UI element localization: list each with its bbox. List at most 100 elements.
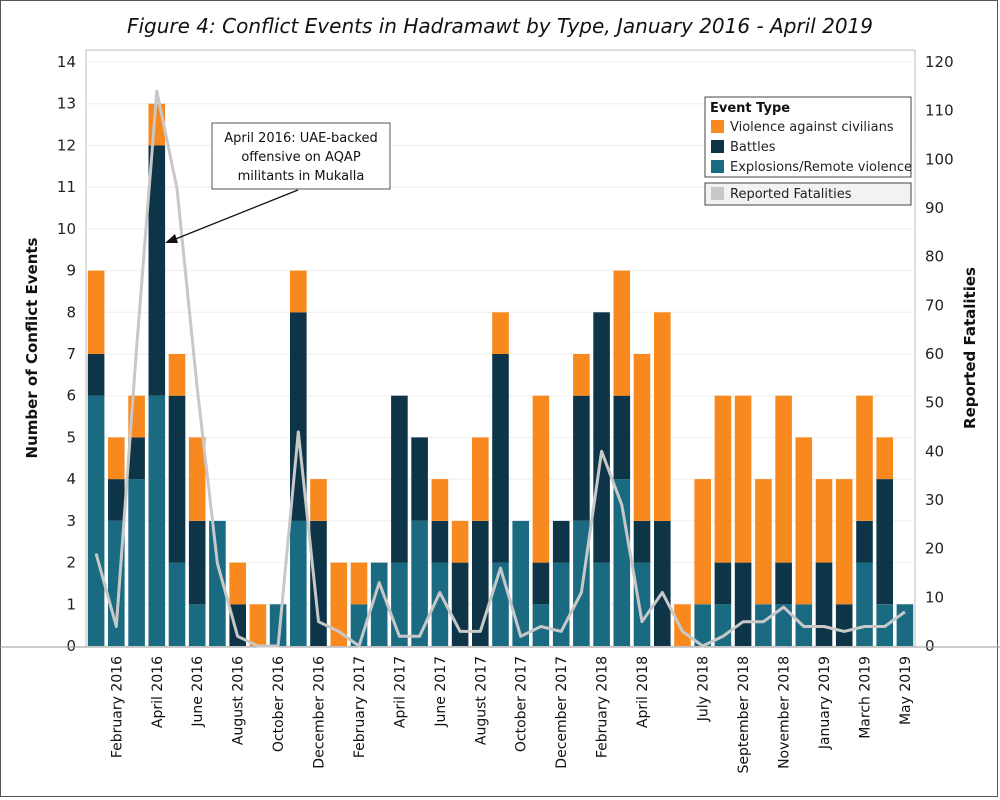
annotation-box xyxy=(211,122,391,190)
x-tick-label: September 2018 xyxy=(736,656,752,773)
x-tick-label: February 2018 xyxy=(595,656,611,758)
bar-segment xyxy=(451,562,469,646)
bar-segment xyxy=(188,520,206,605)
annotation-arrowhead xyxy=(165,234,178,243)
y2-tick-label: 10 xyxy=(925,588,944,606)
bar-segment xyxy=(411,520,428,646)
bar-segment xyxy=(694,479,711,605)
y2-tick-label: 70 xyxy=(925,296,944,314)
x-tick-label: April 2018 xyxy=(635,656,651,728)
bar-segment xyxy=(775,604,792,646)
bar-segment xyxy=(431,520,449,563)
x-tick-label: July 2018 xyxy=(696,656,712,722)
bar-segment xyxy=(755,604,772,646)
bar-segment xyxy=(835,479,853,605)
legend-label: Violence against civilians xyxy=(730,120,894,135)
chart-title: Figure 4: Conflict Events in Hadramawt b… xyxy=(126,14,873,38)
bar-segment xyxy=(755,479,772,605)
x-tick-label: April 2016 xyxy=(150,656,166,728)
x-tick-label: April 2017 xyxy=(392,656,408,728)
x-tick-label: August 2016 xyxy=(231,656,247,745)
annotation-text: offensive on AQAP xyxy=(241,150,360,165)
bar-segment xyxy=(734,562,752,646)
bar-segment xyxy=(310,479,327,521)
x-tick-label: March 2019 xyxy=(857,656,873,739)
y-tick-label: 5 xyxy=(66,428,76,446)
bar-segment xyxy=(168,354,186,396)
y2-tick-label: 110 xyxy=(925,102,954,120)
legend-swatch xyxy=(711,140,724,153)
bar-segment xyxy=(613,270,631,396)
x-tick-label: November 2018 xyxy=(777,656,793,769)
y-tick-label: 13 xyxy=(57,95,76,113)
y2-tick-label: 80 xyxy=(925,248,944,266)
y2-tick-label: 50 xyxy=(925,394,944,412)
y-tick-label: 10 xyxy=(57,220,76,238)
bar-segment xyxy=(876,479,893,605)
annotation-text: militants in Mukalla xyxy=(238,169,365,184)
y2-tick-label: 100 xyxy=(925,150,954,168)
legend-label: Battles xyxy=(730,140,776,155)
bar-segment xyxy=(87,354,105,396)
bar-segment xyxy=(492,562,509,646)
bar-segment xyxy=(856,395,873,521)
bar-segment xyxy=(168,395,186,563)
bar-segment xyxy=(815,562,833,646)
bar-segment xyxy=(694,604,711,646)
bar-segment xyxy=(593,562,610,646)
y-tick-label: 2 xyxy=(66,554,76,572)
bar-segment xyxy=(552,562,570,646)
y2-tick-label: 0 xyxy=(925,637,935,655)
bar-segment xyxy=(593,312,610,563)
bar-segment xyxy=(451,520,469,563)
annotation-arrow xyxy=(172,189,299,241)
legend-swatch xyxy=(711,120,724,133)
x-tick-label: August 2017 xyxy=(473,656,489,745)
x-tick-label: October 2016 xyxy=(271,656,287,752)
bar-segment xyxy=(209,520,226,646)
bar-segment xyxy=(654,312,671,521)
bar-segment xyxy=(633,562,651,646)
bar-segment xyxy=(128,479,145,646)
bar-segment xyxy=(330,562,348,646)
bar-segment xyxy=(492,354,509,563)
y2-tick-label: 40 xyxy=(925,442,944,460)
bar-segment xyxy=(795,437,813,605)
x-tick-label: January 2019 xyxy=(817,656,833,750)
bar-segment xyxy=(128,437,145,480)
y-tick-label: 0 xyxy=(66,637,76,655)
y-tick-label: 4 xyxy=(66,470,76,488)
bar-segment xyxy=(431,479,449,521)
bar-segment xyxy=(290,520,307,646)
bar-segment xyxy=(431,562,449,646)
bar-segment xyxy=(775,395,792,563)
legend-label: Explosions/Remote violence xyxy=(730,160,912,175)
bar-segment xyxy=(835,604,853,646)
bar-segment xyxy=(370,562,388,646)
bar-segment xyxy=(229,562,246,605)
y2-axis-label: Reported Fatalities xyxy=(961,267,979,429)
y2-tick-label: 90 xyxy=(925,199,944,217)
y-tick-label: 12 xyxy=(57,136,76,154)
bar-segment xyxy=(674,604,691,646)
x-tick-label: December 2016 xyxy=(312,656,328,769)
bar-segment xyxy=(876,437,893,480)
y-tick-label: 11 xyxy=(57,178,76,196)
y2-tick-label: 120 xyxy=(925,53,954,71)
x-tick-label: February 2017 xyxy=(352,656,368,758)
x-tick-label: October 2017 xyxy=(514,656,530,752)
bar-segment xyxy=(714,395,732,563)
legend-swatch xyxy=(711,187,724,200)
legend-label: Reported Fatalities xyxy=(730,187,852,202)
bar-segment xyxy=(108,479,125,521)
fatalities-line xyxy=(94,89,906,648)
bar-segment xyxy=(552,520,570,563)
bar-segment xyxy=(310,520,327,646)
y-axis-label: Number of Conflict Events xyxy=(23,237,41,458)
bar-segment xyxy=(856,562,873,646)
bar-segment xyxy=(391,395,408,563)
bar-segment xyxy=(87,270,105,354)
x-tick-label: May 2019 xyxy=(898,656,914,725)
bar-segment xyxy=(654,520,671,646)
